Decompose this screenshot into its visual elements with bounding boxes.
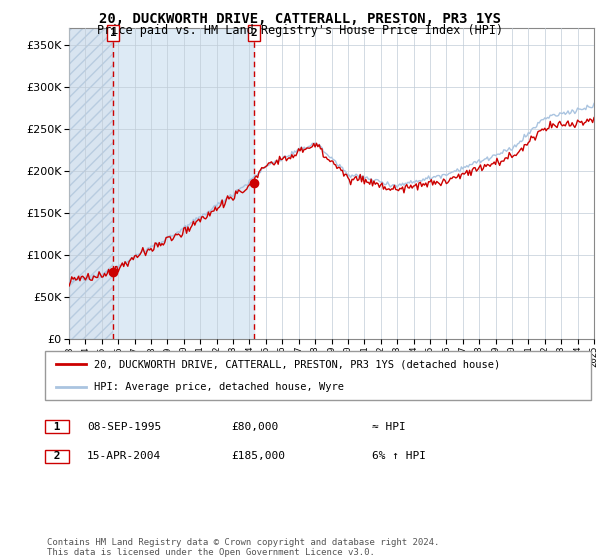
Bar xyxy=(69,28,113,339)
Text: Contains HM Land Registry data © Crown copyright and database right 2024.
This d: Contains HM Land Registry data © Crown c… xyxy=(47,538,439,557)
Text: 08-SEP-1995: 08-SEP-1995 xyxy=(87,422,161,432)
Text: HPI: Average price, detached house, Wyre: HPI: Average price, detached house, Wyre xyxy=(94,382,344,392)
Bar xyxy=(69,28,113,339)
Text: 6% ↑ HPI: 6% ↑ HPI xyxy=(372,451,426,461)
Text: 2: 2 xyxy=(47,451,67,461)
Text: £80,000: £80,000 xyxy=(231,422,278,432)
Text: Price paid vs. HM Land Registry's House Price Index (HPI): Price paid vs. HM Land Registry's House … xyxy=(97,24,503,37)
Bar xyxy=(113,28,254,339)
Text: £185,000: £185,000 xyxy=(231,451,285,461)
Text: 20, DUCKWORTH DRIVE, CATTERALL, PRESTON, PR3 1YS: 20, DUCKWORTH DRIVE, CATTERALL, PRESTON,… xyxy=(99,12,501,26)
Text: 1: 1 xyxy=(110,28,116,38)
Text: 20, DUCKWORTH DRIVE, CATTERALL, PRESTON, PR3 1YS (detached house): 20, DUCKWORTH DRIVE, CATTERALL, PRESTON,… xyxy=(94,360,500,370)
Text: 2: 2 xyxy=(251,28,257,38)
Text: 1: 1 xyxy=(47,422,67,432)
Text: 15-APR-2004: 15-APR-2004 xyxy=(87,451,161,461)
Text: ≈ HPI: ≈ HPI xyxy=(372,422,406,432)
